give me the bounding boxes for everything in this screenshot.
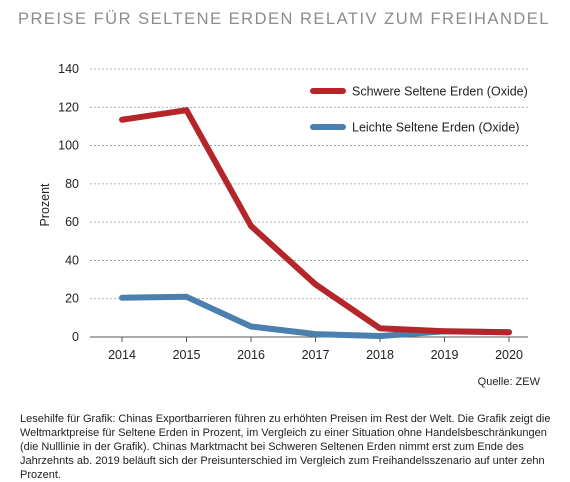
y-tick-label: 120	[58, 100, 79, 114]
y-tick-label: 140	[58, 62, 79, 76]
x-tick-label: 2019	[431, 348, 459, 362]
series-line-1	[119, 107, 512, 336]
series-lines	[119, 107, 512, 340]
y-tick-label: 60	[65, 215, 79, 229]
y-tick-labels: 0 20 40 60 80 100 120 140	[58, 62, 79, 344]
y-tick-label: 80	[65, 177, 79, 191]
legend: Schwere Seltene Erden (Oxide) Leichte Sel…	[310, 85, 528, 135]
x-tick-label: 2020	[495, 348, 523, 362]
x-axis	[90, 336, 528, 342]
x-tick-labels: 2014 2015 2016 2017 2018 2019 2020	[108, 348, 523, 362]
x-tick-label: 2016	[237, 348, 265, 362]
source-label: Quelle: ZEW	[477, 376, 540, 388]
y-tick-label: 0	[72, 330, 79, 344]
x-tick-label: 2015	[173, 348, 201, 362]
x-tick-label: 2018	[366, 348, 394, 362]
legend-label: Schwere Seltene Erden (Oxide)	[352, 85, 528, 99]
y-axis-label: Prozent	[38, 183, 52, 227]
y-tick-label: 20	[65, 292, 79, 306]
y-tick-label: 40	[65, 253, 79, 267]
x-tick-label: 2014	[108, 348, 136, 362]
reading-note: Lesehilfe für Grafik: Chinas Exportbarri…	[20, 413, 551, 481]
legend-label: Leichte Seltene Erden (Oxide)	[352, 121, 519, 135]
chart-title: PREISE FÜR SELTENE ERDEN RELATIV ZUM FRE…	[18, 10, 550, 28]
y-tick-label: 100	[58, 139, 79, 153]
gridlines	[90, 68, 528, 300]
x-tick-label: 2017	[302, 348, 330, 362]
